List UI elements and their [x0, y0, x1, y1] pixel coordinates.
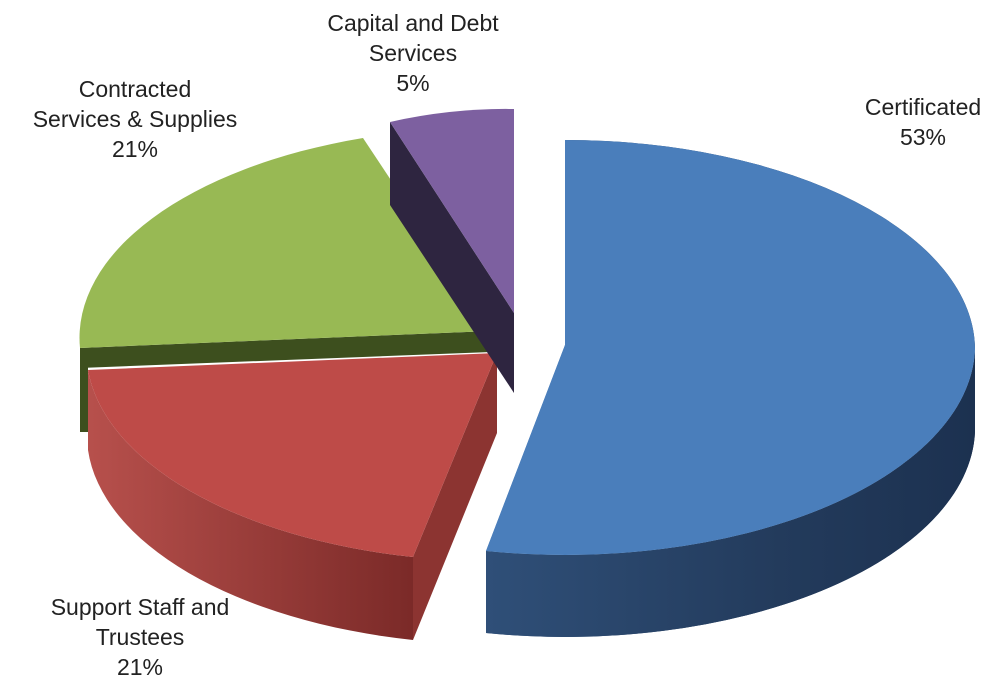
slice-name-line: Services — [368, 40, 458, 66]
data-label-certificated: Certificated 53% — [848, 92, 998, 152]
data-label-contracted-services-and-supplies: Contracted Services & Supplies 21% — [10, 74, 260, 164]
pie-slice-capital-and-debt-services — [390, 108, 514, 393]
slice-value: 53% — [899, 124, 947, 150]
slice-top — [390, 108, 514, 313]
slice-name-line: Trustees — [95, 624, 185, 650]
slice-top — [88, 353, 497, 557]
slice-inner-side — [413, 353, 497, 640]
slice-name-line: Support Staff and — [50, 594, 230, 620]
pie-slice-support-staff-and-trustees — [88, 353, 497, 640]
slice-side-left — [80, 348, 88, 432]
slice-value: 21% — [116, 654, 164, 680]
slice-value: 21% — [111, 136, 159, 162]
data-label-capital-and-debt-services: Capital and Debt Services 5% — [303, 8, 523, 98]
slice-name-line: Certificated — [864, 94, 982, 120]
slice-side — [88, 370, 413, 640]
slice-side — [80, 331, 491, 368]
slice-top-fill — [486, 140, 975, 555]
slice-top — [79, 138, 492, 348]
slice-side-bottom — [486, 350, 975, 637]
slice-name-line: Services & Supplies — [32, 106, 238, 132]
data-label-support-staff-and-trustees: Support Staff and Trustees 21% — [20, 592, 260, 682]
slice-name-line: Contracted — [78, 76, 192, 102]
slice-name-line: Capital and Debt — [327, 10, 499, 36]
pie-slice-certificated — [486, 140, 975, 637]
pie-slice-contracted-services-and-supplies — [79, 138, 492, 432]
slice-value: 5% — [396, 70, 430, 96]
slice-side — [390, 122, 514, 393]
